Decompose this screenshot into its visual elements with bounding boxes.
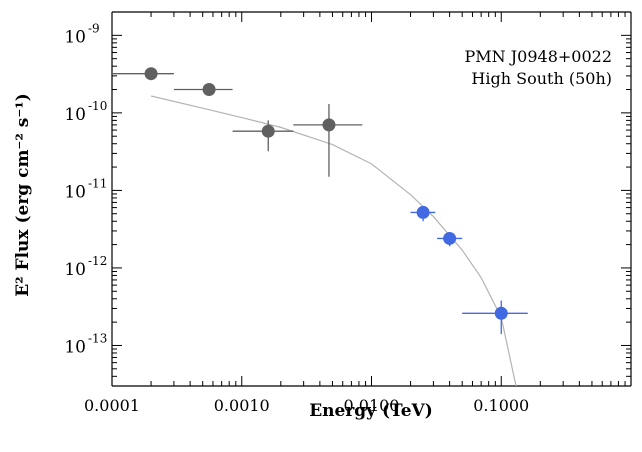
y-tick-exponent: -12 (88, 254, 107, 268)
y-tick-label: 10 (64, 337, 86, 357)
x-axis-label: Energy (TeV) (309, 401, 433, 421)
data-points-layer (144, 67, 508, 320)
x-tick-label: 0.0100 (344, 396, 400, 415)
annotation-line-1: PMN J0948+0022 (465, 47, 613, 66)
ticks-layer: 0.0001 0.0010 0.0100 0.100010-910-1010-1110… (64, 11, 631, 415)
data-point-gray (261, 124, 275, 138)
annotation-line-2: High South (50h) (471, 69, 612, 88)
data-point-blue (416, 205, 430, 219)
y-tick-exponent: -11 (88, 176, 107, 190)
data-point-gray (144, 67, 158, 81)
x-tick-label: 0.0001 (84, 396, 140, 415)
x-tick-label: 0.0010 (214, 396, 270, 415)
y-tick-label: 10 (64, 105, 86, 125)
data-point-blue (443, 231, 457, 245)
x-tick-label: 0.1000 (473, 396, 529, 415)
model-curve (150, 95, 517, 386)
y-axis-label: E² Flux (erg cm⁻² s⁻¹) (13, 93, 33, 297)
y-tick-label: 10 (64, 182, 86, 202)
error-bars-layer (112, 73, 528, 335)
y-tick-label: 10 (64, 27, 86, 47)
y-tick-label: 10 (64, 260, 86, 280)
model-curve-layer (150, 95, 517, 386)
data-point-gray (202, 83, 216, 97)
data-point-gray (322, 118, 336, 132)
annotation: PMN J0948+0022 High South (50h) (465, 47, 613, 88)
y-tick-exponent: -13 (88, 331, 107, 345)
data-point-blue (494, 306, 508, 320)
y-tick-exponent: -10 (88, 99, 107, 113)
y-tick-exponent: -9 (88, 21, 100, 35)
